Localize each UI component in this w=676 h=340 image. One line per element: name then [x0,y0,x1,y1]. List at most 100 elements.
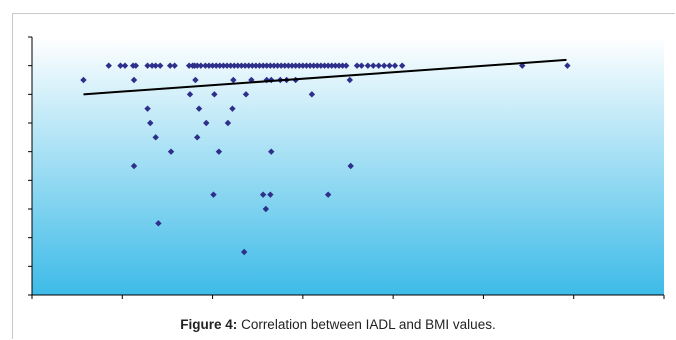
data-point [166,62,174,69]
data-point [238,62,245,69]
data-point [267,191,274,198]
data-point [105,62,112,69]
data-point [256,62,263,69]
data-point [121,62,129,69]
data-point [240,248,248,256]
data-point [212,62,220,69]
data-point [317,62,325,69]
data-point [564,62,571,69]
data-point [242,91,250,98]
axis-ticks [28,36,665,299]
data-point [347,162,354,170]
data-point [391,62,399,69]
data-point [152,62,159,69]
figure-caption: Figure 4: Correlation between IADL and B… [0,317,676,332]
data-point [324,191,332,198]
data-point [186,91,194,98]
data-point [398,62,406,69]
data-point [202,62,209,69]
data-point [358,62,365,69]
data-point [241,62,249,69]
data-point [245,62,252,69]
data-point [195,105,203,112]
data-point [117,62,124,69]
data-point [230,76,237,84]
data-point [296,62,303,69]
data-point [130,162,138,170]
data-point [205,62,213,69]
data-point [259,191,267,198]
data-point [185,62,193,69]
data-point [192,76,199,84]
data-point [277,62,285,69]
data-point [209,62,216,69]
data-point [270,62,278,69]
data-point [155,220,162,227]
data-point [353,62,361,69]
data-point [370,62,377,69]
data-point [220,62,227,69]
data-point [335,62,343,69]
data-point [210,191,217,198]
data-points [80,62,571,256]
data-point [152,134,159,141]
data-point [167,148,175,155]
data-point [364,62,372,69]
data-point [274,62,281,69]
data-point [216,62,223,69]
caption-text: Correlation between IADL and BMI values. [237,317,496,332]
data-point [194,134,201,141]
data-point [375,62,382,69]
data-point [321,62,328,69]
data-point [80,76,87,84]
caption-label: Figure 4: [180,317,238,332]
data-point [310,62,317,69]
data-point [234,62,242,69]
data-point [285,62,292,69]
data-point [197,62,205,69]
data-point [342,62,350,69]
data-point [229,105,236,112]
data-point [324,62,332,69]
data-point [306,62,314,69]
data-point [308,91,316,98]
data-point [194,62,201,69]
data-point [268,148,275,155]
data-point [144,62,151,69]
data-point [314,62,321,69]
data-point [346,76,354,84]
data-point [223,62,231,69]
data-point [259,62,267,69]
data-point [249,62,256,69]
data-point [157,62,164,69]
data-point [299,62,307,69]
data-point [227,62,234,69]
data-point [332,62,339,69]
data-point [267,62,274,69]
data-point [231,62,238,69]
data-point [224,119,232,127]
data-point [281,62,288,69]
scatter-chart [28,36,665,299]
data-point [339,62,346,69]
data-point [386,62,393,69]
data-point [248,76,255,84]
data-point [171,62,178,69]
data-point [380,62,388,69]
data-point [288,62,296,69]
data-point [147,119,154,127]
data-point [203,119,210,127]
data-point [252,62,260,69]
data-point [292,62,299,69]
trendline [83,58,567,96]
data-point [262,205,270,213]
data-point [215,148,223,155]
data-point [132,62,140,69]
data-point [303,62,310,69]
data-point [148,62,156,69]
data-point [211,91,218,98]
data-point [263,62,270,69]
data-point [144,105,151,112]
figure-frame [12,13,675,339]
data-point [130,76,138,84]
